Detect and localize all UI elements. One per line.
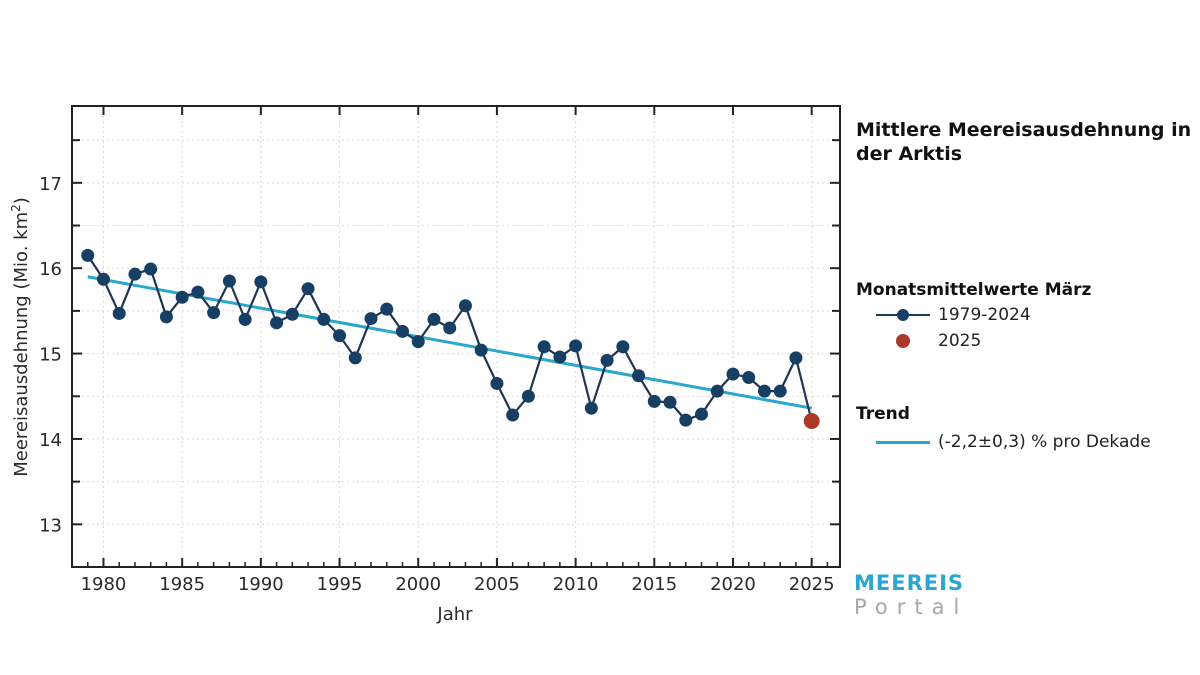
trend-line [87, 275, 812, 410]
data-point [490, 376, 504, 390]
data-point [600, 353, 614, 367]
y-axis-label-end: ) [11, 197, 32, 204]
data-point [96, 272, 110, 286]
y-tick-label: 14 [39, 430, 62, 451]
data-point [159, 310, 173, 324]
data-point [81, 248, 95, 262]
data-point [710, 384, 724, 398]
x-tick-label: 2015 [631, 574, 677, 595]
data-point [506, 408, 520, 422]
data-point [443, 321, 457, 335]
data-point [254, 275, 268, 289]
data-point [191, 285, 205, 299]
data-point [395, 324, 409, 338]
x-tick-label: 1980 [81, 574, 127, 595]
data-point [207, 306, 221, 320]
data-point [144, 262, 158, 276]
data-point [521, 389, 535, 403]
trend-series [87, 275, 812, 410]
axis-ticks [71, 106, 840, 568]
data-point [348, 351, 362, 365]
x-tick-label: 2000 [395, 574, 441, 595]
data-point [427, 312, 441, 326]
plot-frame [71, 105, 841, 568]
data-point [333, 329, 347, 343]
y-tick-label: 16 [39, 259, 62, 280]
data-point [380, 302, 394, 316]
grid [72, 106, 840, 568]
legend-item-1979-2024: 1979-2024 [876, 303, 1031, 327]
data-point [128, 267, 142, 281]
data-point [742, 370, 756, 384]
legend-label: 1979-2024 [938, 305, 1031, 325]
line-marker-icon [876, 303, 930, 327]
red-dot-icon [876, 329, 930, 353]
x-tick-label: 2005 [474, 574, 520, 595]
data-point [679, 413, 693, 427]
data-point [757, 384, 771, 398]
y-axis-label: Meereisausdehnung (Mio. km2) [9, 197, 32, 477]
data-point [301, 282, 315, 296]
data-point [773, 384, 787, 398]
data-point [474, 343, 488, 357]
legend-label: (-2,2±0,3) % pro Dekade [938, 432, 1151, 452]
data-points [81, 248, 820, 430]
y-tick-label: 17 [39, 174, 62, 195]
data-point [411, 335, 425, 349]
x-axis-label: Jahr [436, 604, 473, 625]
data-point [553, 350, 567, 364]
y-axis-label-sup: 2 [9, 204, 23, 212]
meereisportal-logo: MEEREIS Portal [854, 571, 968, 619]
data-point [569, 339, 583, 353]
data-point [663, 395, 677, 409]
logo-line-1: MEEREIS [854, 571, 965, 595]
data-point [285, 307, 299, 321]
legend-label: 2025 [938, 331, 982, 351]
data-point [695, 407, 709, 421]
y-tick-label: 13 [39, 515, 62, 536]
x-tick-label: 2010 [553, 574, 599, 595]
chart-title: Mittlere Meereisausdehnung in der Arktis [856, 119, 1192, 165]
legend-item-2025: 2025 [876, 329, 981, 353]
x-tick-label: 2020 [710, 574, 756, 595]
legend-group-trend-title: Trend [856, 404, 910, 424]
data-point [632, 369, 646, 383]
data-point [175, 290, 189, 304]
legend-item-trend: (-2,2±0,3) % pro Dekade [876, 430, 1151, 454]
data-point [537, 340, 551, 354]
logo-line-2: Portal [854, 595, 969, 619]
y-tick-label: 15 [39, 345, 62, 366]
data-point [270, 316, 284, 330]
y-axis-label-main: Meereisausdehnung (Mio. km [11, 212, 32, 477]
data-point [616, 340, 630, 354]
data-point-2025 [803, 413, 820, 430]
data-point [647, 394, 661, 408]
trend-line-icon [876, 430, 930, 454]
data-point [222, 274, 236, 288]
data-point [317, 312, 331, 326]
data-point [789, 351, 803, 365]
x-tick-label: 1995 [317, 574, 363, 595]
y-tick-labels: 13 14 15 16 17 [39, 174, 62, 536]
legend-group-monthly-title: Monatsmittelwerte März [856, 280, 1092, 300]
data-point [112, 306, 126, 320]
x-tick-label: 1990 [238, 574, 284, 595]
data-point [584, 401, 598, 415]
data-point [238, 312, 252, 326]
x-tick-labels: 1980 1985 1990 1995 2000 2005 2010 2015 2020 2025 [81, 574, 835, 595]
data-point [458, 299, 472, 313]
x-tick-label: 1985 [159, 574, 205, 595]
data-point [726, 367, 740, 381]
x-tick-label: 2025 [789, 574, 835, 595]
data-point [364, 312, 378, 326]
